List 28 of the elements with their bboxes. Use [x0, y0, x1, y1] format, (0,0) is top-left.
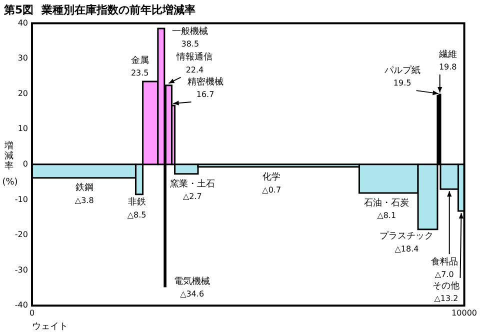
y-tick-label: 10 — [18, 124, 28, 134]
annotation: 食料品 △7.0 — [430, 256, 458, 280]
y-tick-label: -20 — [14, 230, 28, 240]
y-tick-label: -10 — [14, 194, 28, 204]
y-tick-label: 0 — [22, 159, 28, 168]
annotation: 一般機械 38.5 — [172, 26, 208, 49]
annotation: 精密機械 16.7 — [187, 76, 224, 100]
y-tick-label: -30 — [14, 265, 28, 274]
annotation: 化学 △0.7 — [262, 172, 282, 194]
annotation: 電気機械 △34.6 — [174, 276, 210, 299]
annotation: 金属 23.5 — [130, 54, 149, 78]
annotation: 鉄鋼 △3.8 — [74, 182, 94, 205]
annotation: プラスチック △18.4 — [380, 230, 434, 254]
y-axis-title: 増減率(%) — [2, 140, 18, 188]
y-tick-label: 20 — [18, 88, 28, 98]
annotation: パルプ紙 19.5 — [383, 64, 420, 88]
y-tick-label: 30 — [18, 54, 28, 63]
annotation: 石油・石炭 △8.1 — [364, 197, 410, 220]
annotation: 情報通信 22.4 — [176, 52, 213, 74]
chart-title: 第5図 業種別在庫指数の前年比増減率 — [3, 3, 196, 16]
y-tick-label: -40 — [14, 300, 28, 310]
annotation: 非鉄 △8.5 — [127, 196, 146, 220]
y-tick-label: 40 — [18, 18, 28, 28]
annotation: 窯業・土石 △2.7 — [170, 178, 215, 202]
annotation: その他 △13.2 — [432, 280, 460, 304]
x-axis-title: ウェイト — [32, 322, 68, 332]
x-tick-label: 10000 — [452, 308, 477, 318]
annotation: 繊維 19.8 — [438, 48, 457, 72]
